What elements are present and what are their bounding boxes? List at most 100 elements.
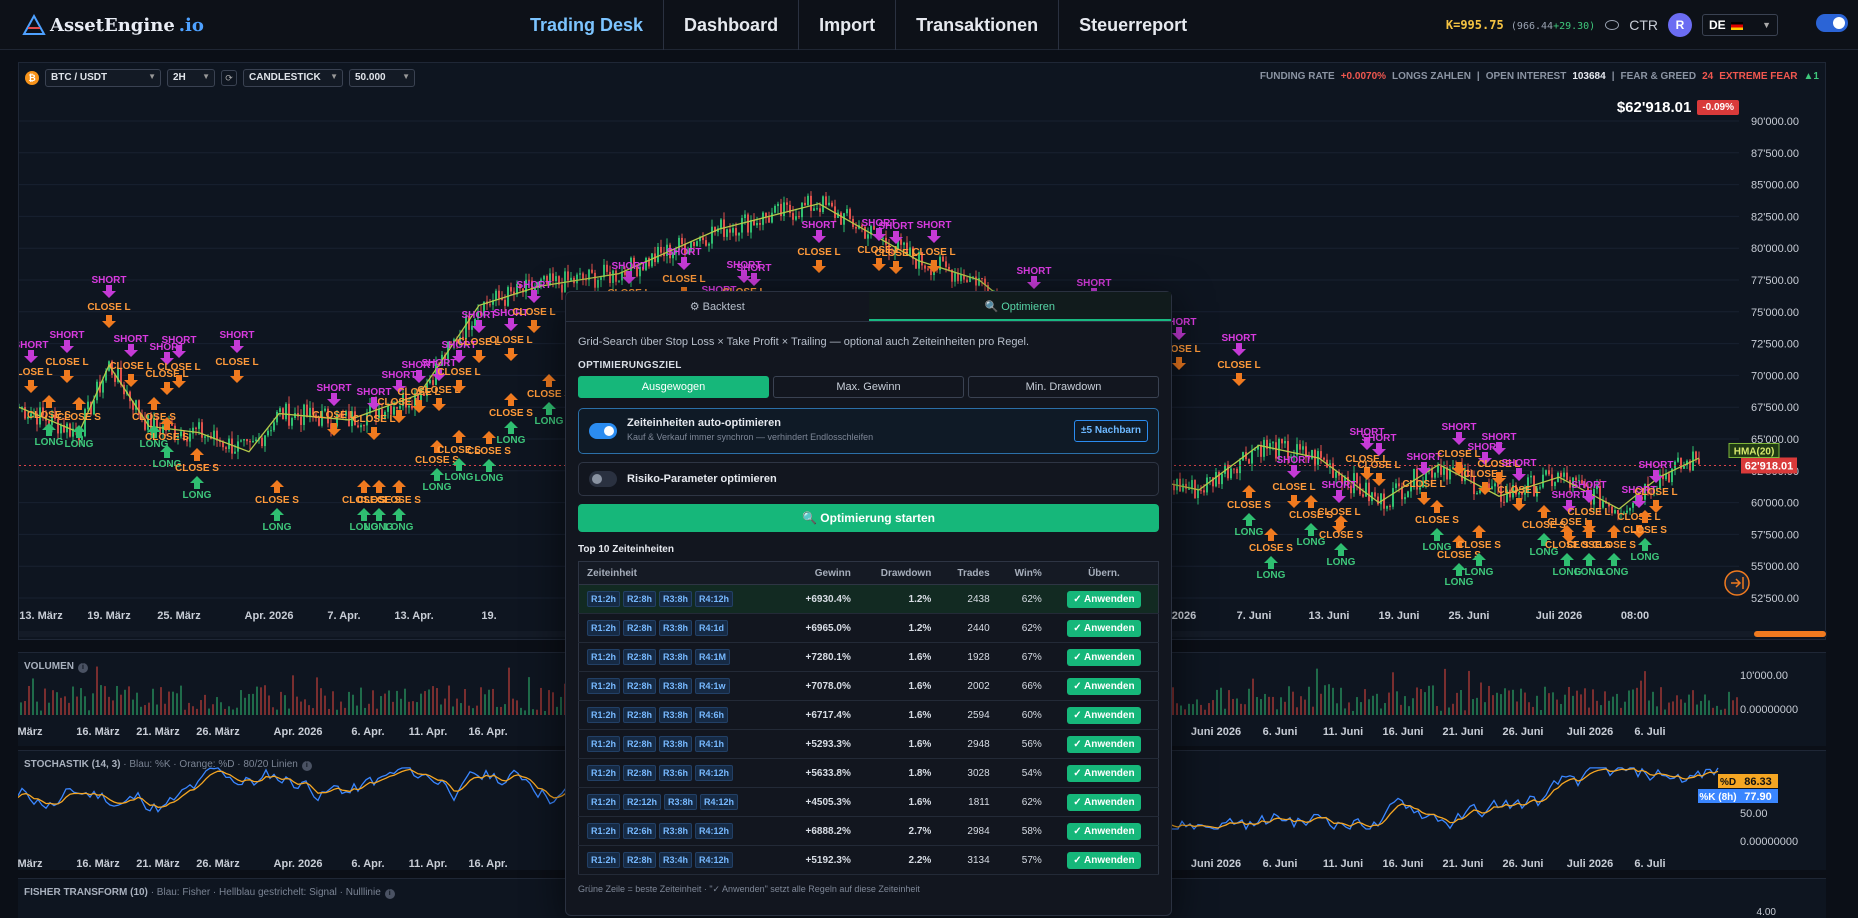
tab-optimize[interactable]: 🔍 Optimieren — [868, 292, 1171, 321]
apply-button[interactable]: ✓ Anwenden — [1067, 793, 1141, 811]
apply-button[interactable]: ✓ Anwenden — [1067, 851, 1141, 869]
candle-body — [1650, 493, 1652, 495]
long-signal-label: LONG — [35, 437, 64, 448]
candle-body — [651, 253, 653, 267]
nav-trading-desk[interactable]: Trading Desk — [510, 0, 665, 50]
candle-body — [894, 249, 896, 254]
long-signal-label: LONG — [1530, 547, 1559, 558]
apply-button[interactable]: ✓ Anwenden — [1067, 735, 1141, 753]
y-tick-label: 75'000.00 — [1751, 307, 1799, 319]
candle-body — [57, 418, 59, 434]
candle-body — [1251, 450, 1253, 464]
risk-params-toggle[interactable] — [589, 471, 617, 487]
arrow-down-icon — [527, 320, 541, 333]
candle-body — [1611, 506, 1613, 514]
candle-body — [531, 280, 533, 291]
candle-body — [1335, 471, 1337, 478]
theme-toggle[interactable] — [1816, 14, 1848, 32]
nav-transaktionen[interactable]: Transaktionen — [896, 0, 1060, 50]
volume-bar — [1360, 702, 1362, 715]
apply-button[interactable]: ✓ Anwenden — [1067, 822, 1141, 840]
close-short-label: CLOSE S — [415, 455, 459, 466]
stoch-k-tag: %K (8h) 77.90 — [1698, 789, 1778, 803]
funding-label: FUNDING RATE — [1259, 71, 1335, 82]
amount-select[interactable]: 50.000 ▼ — [349, 69, 415, 87]
arrow-down-icon — [737, 270, 751, 283]
volume-bar — [1428, 685, 1430, 715]
candle-body — [135, 400, 137, 410]
avatar[interactable]: R — [1668, 13, 1692, 37]
language-select[interactable]: DE ▼ — [1702, 14, 1778, 36]
long-signal-label: LONG — [445, 472, 474, 483]
candle-body — [615, 270, 617, 282]
candle-body — [1413, 468, 1415, 487]
nav-dashboard[interactable]: Dashboard — [664, 0, 800, 50]
apply-button[interactable]: ✓ Anwenden — [1067, 590, 1141, 608]
volume-bar — [1444, 668, 1446, 715]
long-signal: CLOSE S LONG — [377, 480, 421, 533]
cell-drawdown: 1.6% — [858, 700, 940, 730]
info-icon[interactable]: i — [384, 889, 395, 899]
chart-type-select[interactable]: CANDLESTICK ▼ — [243, 69, 343, 87]
candle-body — [543, 276, 545, 280]
volume-bar — [1500, 694, 1502, 715]
apply-button[interactable]: ✓ Anwenden — [1067, 648, 1141, 666]
tab-backtest[interactable]: ⚙ Backtest — [689, 301, 745, 313]
apply-button[interactable]: ✓ Anwenden — [1067, 764, 1141, 782]
close-long-label: CLOSE L — [1157, 344, 1200, 355]
arrow-up-icon — [1242, 513, 1256, 526]
candle-body — [762, 212, 764, 225]
candle-body — [186, 440, 188, 442]
x-tick-label: 13. März — [19, 610, 63, 622]
apply-button[interactable]: ✓ Anwenden — [1067, 706, 1141, 724]
info-icon[interactable]: i — [301, 761, 312, 771]
nav-import[interactable]: Import — [799, 0, 897, 50]
candle-body — [819, 208, 821, 213]
candle-body — [324, 408, 326, 411]
goal-balanced[interactable]: Ausgewogen — [578, 376, 769, 398]
volume-bar — [284, 695, 286, 715]
stoch-d-value-bg — [1738, 774, 1778, 788]
refresh-icon[interactable]: ⟳ — [221, 70, 237, 86]
volume-bar — [516, 700, 518, 715]
close-long-label: CLOSE L — [87, 302, 130, 313]
cell-trades: 2440 — [939, 613, 998, 643]
auto-timeframe-toggle[interactable] — [589, 423, 617, 439]
pair-select[interactable]: BTC / USDT ▼ — [45, 69, 161, 87]
chevron-down-icon: ▼ — [202, 72, 210, 81]
ctr-label[interactable]: CTR — [1629, 17, 1658, 33]
arrow-up-icon — [430, 468, 444, 481]
interval-select[interactable]: 2H ▼ — [167, 69, 215, 87]
close-long-label: CLOSE L — [352, 414, 395, 425]
apply-button[interactable]: ✓ Anwenden — [1067, 619, 1141, 637]
arrow-up-icon — [1334, 515, 1348, 528]
volume-bar — [512, 698, 514, 715]
volume-bar — [152, 688, 154, 715]
eye-icon[interactable] — [1605, 20, 1620, 30]
nav-steuerreport[interactable]: Steuerreport — [1079, 15, 1188, 35]
candle-body — [468, 316, 470, 330]
apply-button[interactable]: ✓ Anwenden — [1067, 677, 1141, 695]
candle-body — [1269, 443, 1271, 449]
candle-body — [1668, 473, 1670, 483]
arrow-down-icon — [392, 380, 406, 393]
arrow-down-icon — [747, 273, 761, 286]
y-tick-label: 60'000.00 — [1751, 498, 1799, 510]
candle-body — [1575, 477, 1577, 481]
stoch-x-tick: 11. Juni — [1323, 858, 1363, 870]
start-optimization-button[interactable]: 🔍 Optimierung starten — [578, 504, 1159, 532]
arrow-down-icon — [24, 350, 38, 363]
volume-bar — [308, 705, 310, 715]
candle-body — [1182, 483, 1184, 492]
cell-drawdown: 2.7% — [858, 816, 940, 846]
goal-min-drawdown[interactable]: Min. Drawdown — [968, 376, 1159, 398]
arrow-down-icon — [1172, 357, 1186, 370]
goal-max-profit[interactable]: Max. Gewinn — [773, 376, 964, 398]
short-signal-label: SHORT — [220, 330, 255, 341]
brand-logo[interactable]: AssetEngine .io — [22, 14, 204, 36]
candle-body — [1299, 444, 1301, 450]
neighbors-button[interactable]: ±5 Nachbarn — [1074, 420, 1148, 442]
arrow-up-icon — [1304, 495, 1318, 508]
info-icon[interactable]: i — [78, 663, 88, 673]
close-short-label: CLOSE S — [342, 495, 386, 506]
